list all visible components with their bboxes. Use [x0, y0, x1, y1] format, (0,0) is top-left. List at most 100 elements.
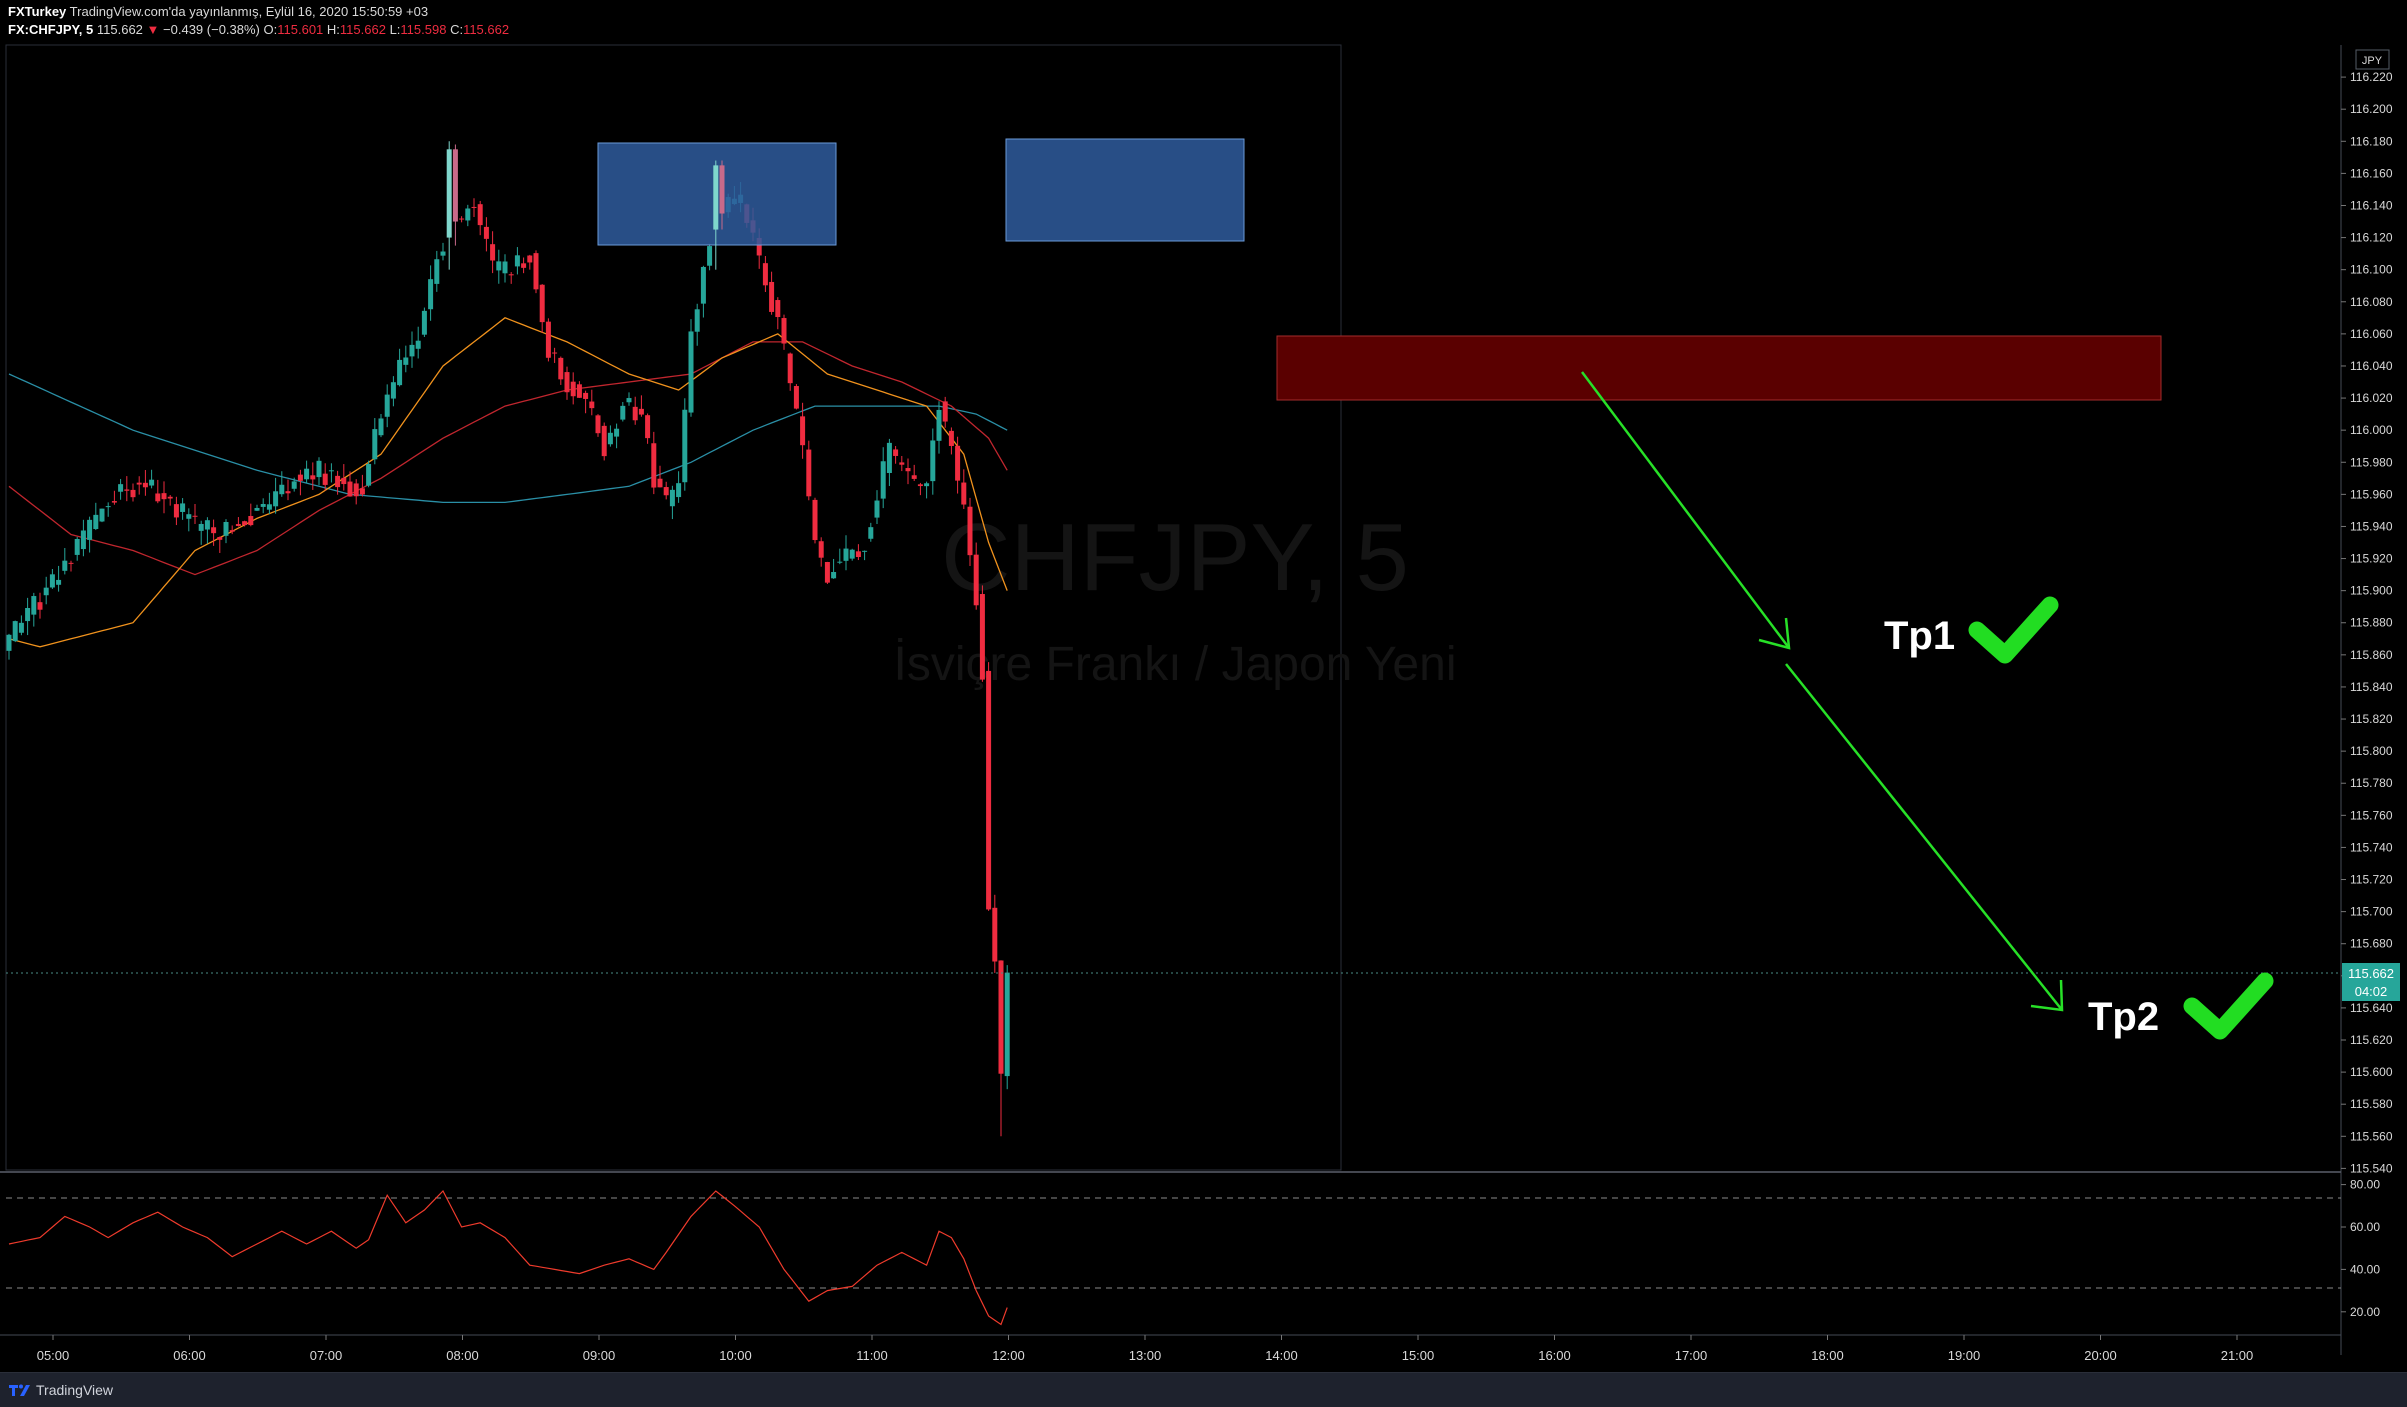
- candle-body: [316, 460, 322, 478]
- candle-body: [223, 521, 229, 536]
- ohlc-low-value: 115.598: [400, 22, 447, 37]
- price-tick-label: 116.000: [2350, 423, 2393, 437]
- candle-body: [415, 340, 421, 349]
- tradingview-brand[interactable]: TradingView: [36, 1382, 114, 1398]
- candle-body: [855, 551, 861, 558]
- candle-body: [118, 484, 124, 492]
- candle-body: [775, 300, 781, 318]
- candle-body: [477, 204, 483, 226]
- candle-body: [756, 237, 762, 256]
- ohlc-high-value: 115.662: [339, 22, 386, 37]
- candle-body: [502, 261, 508, 274]
- bar-countdown: 04:02: [2355, 984, 2388, 999]
- price-tick-label: 115.540: [2350, 1161, 2393, 1175]
- price-tick-label: 115.780: [2350, 776, 2393, 790]
- price-tick-label: 115.820: [2350, 712, 2393, 726]
- price-tick-label: 115.620: [2350, 1033, 2393, 1047]
- candle-body: [818, 541, 824, 558]
- top-marked-candles: [446, 141, 725, 270]
- time-tick-label: 06:00: [173, 1348, 206, 1363]
- price-tick-label: 116.120: [2350, 231, 2393, 245]
- candle-body: [601, 425, 607, 457]
- time-tick-label: 16:00: [1538, 1348, 1571, 1363]
- candle-body: [998, 960, 1004, 1074]
- candle-body: [229, 530, 235, 532]
- candle-body: [471, 206, 477, 208]
- price-tick-label: 115.920: [2350, 552, 2393, 566]
- ohlc-close-value: 115.662: [463, 22, 510, 37]
- tp2-arrow[interactable]: [1785, 663, 2064, 1012]
- price-tick-label: 116.060: [2350, 327, 2393, 341]
- symbol-price: 115.662: [96, 22, 143, 37]
- candle-body: [849, 549, 855, 559]
- time-axis[interactable]: 05:00 06:00 07:00 08:00 09:00 10:00 11:00 12:00…: [37, 1335, 2254, 1363]
- candle-body: [868, 527, 874, 539]
- candle-body: [409, 344, 415, 357]
- candle-body: [279, 484, 285, 495]
- symbol-name[interactable]: FX:CHFJPY, 5: [8, 22, 94, 37]
- price-axis[interactable]: 116.220 116.200 116.180 116.160 116.140 116.1…: [2341, 70, 2393, 1175]
- candle-body: [967, 506, 973, 556]
- candle-body: [291, 481, 297, 489]
- tp2-check-icon: [2183, 972, 2274, 1040]
- candle-body: [899, 462, 905, 465]
- candle-body: [942, 401, 948, 422]
- candle-body: [806, 449, 812, 497]
- price-tick-label: 116.160: [2350, 166, 2393, 180]
- candle-body: [149, 479, 155, 486]
- candle-body: [31, 596, 37, 615]
- candle-body: [930, 440, 936, 482]
- candle-body: [558, 357, 564, 380]
- ohlc-high-label: H:: [326, 22, 340, 37]
- chart-header: FXTurkey TradingView.com'da yayınlanmış,…: [0, 0, 2407, 40]
- candle-body: [824, 562, 830, 583]
- candle-body: [583, 392, 589, 399]
- candle-body: [936, 409, 942, 441]
- tp1-arrow[interactable]: [1581, 371, 1791, 650]
- rsi-tick-label: 20.00: [2350, 1305, 2380, 1319]
- ohlc-open-label: O:: [263, 22, 278, 37]
- supply-zone[interactable]: [1276, 335, 2162, 401]
- price-tick-label: 116.220: [2350, 70, 2393, 84]
- publish-info: FXTurkey TradingView.com'da yayınlanmış,…: [8, 4, 428, 19]
- publisher-name[interactable]: FXTurkey: [8, 4, 67, 19]
- candle-body: [347, 481, 353, 497]
- candle-body: [973, 554, 979, 606]
- candle-body: [700, 266, 706, 304]
- candle-body: [285, 491, 291, 494]
- top-box-right[interactable]: [1005, 138, 1245, 242]
- candle-body: [130, 489, 136, 498]
- tp2-label: Tp2: [2088, 995, 2159, 1039]
- currency-badge: [2355, 49, 2390, 70]
- price-tick-label: 116.180: [2350, 134, 2393, 148]
- candle-body: [18, 622, 24, 633]
- tradingview-logo-icon[interactable]: [8, 1382, 32, 1398]
- time-tick-label: 09:00: [583, 1348, 616, 1363]
- candle-body: [508, 274, 514, 276]
- candle-body: [93, 514, 99, 530]
- candle-body: [49, 574, 55, 588]
- time-tick-label: 21:00: [2221, 1348, 2254, 1363]
- candle-body: [341, 477, 347, 485]
- price-tick-label: 116.080: [2350, 295, 2393, 309]
- candle-body: [589, 401, 595, 409]
- time-tick-label: 19:00: [1948, 1348, 1981, 1363]
- price-tick-label: 115.720: [2350, 873, 2393, 887]
- candle-body: [260, 504, 266, 507]
- candle-body: [564, 372, 570, 393]
- price-tick-label: 116.200: [2350, 102, 2393, 116]
- candle-body: [37, 602, 43, 610]
- candle-body: [676, 483, 682, 498]
- price-tick-label: 115.740: [2350, 840, 2393, 854]
- candle-body: [552, 352, 558, 354]
- candle-body: [372, 429, 378, 460]
- rsi-axis[interactable]: 80.00 60.00 40.00 20.00: [2341, 1178, 2380, 1319]
- candle-body: [880, 461, 886, 499]
- candle-body: [198, 523, 204, 531]
- ohlc-open-value: 115.601: [277, 22, 324, 37]
- candle-body: [862, 550, 868, 552]
- candle-body: [769, 281, 775, 312]
- candle-body: [43, 587, 49, 596]
- candle-body: [762, 263, 768, 286]
